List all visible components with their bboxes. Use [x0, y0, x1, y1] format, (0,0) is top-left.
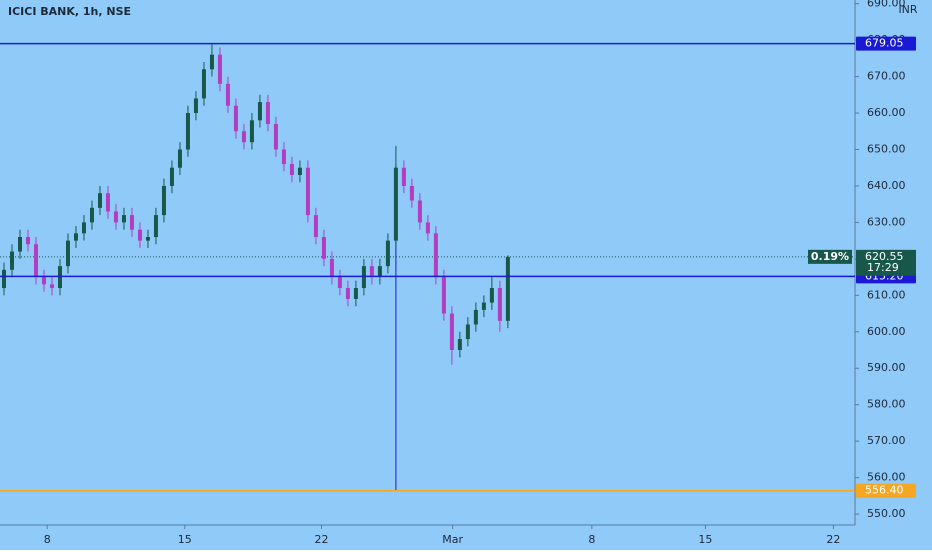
y-tick-label: 570.00	[867, 434, 906, 447]
candle-body	[89, 207, 94, 223]
candle-body	[225, 83, 230, 106]
candle-body	[481, 302, 486, 310]
candle-body	[25, 236, 30, 245]
candle-body	[505, 256, 510, 321]
candle-body	[401, 167, 406, 186]
level-label-box	[856, 36, 916, 51]
candle-body	[489, 288, 494, 303]
candle-body	[257, 102, 262, 121]
candle-body	[169, 167, 174, 186]
candle-body	[81, 222, 86, 234]
y-tick-label: 690.00	[867, 0, 906, 10]
candle-body	[457, 339, 462, 350]
candle-body	[265, 102, 270, 124]
last-price-label: 620.55	[865, 250, 904, 263]
candle-body	[433, 233, 438, 278]
y-tick-label: 590.00	[867, 361, 906, 374]
candle-body	[33, 244, 38, 278]
y-tick-label: 640.00	[867, 179, 906, 192]
x-tick-label: 22	[315, 533, 329, 546]
level-label: 679.05	[865, 37, 904, 50]
x-tick-label: 15	[698, 533, 712, 546]
x-tick-label: 8	[588, 533, 595, 546]
x-tick-label: 15	[178, 533, 192, 546]
y-tick-label: 600.00	[867, 325, 906, 338]
candle-body	[121, 215, 126, 223]
y-tick-label: 550.00	[867, 507, 906, 520]
candle-body	[41, 277, 46, 285]
candle-body	[393, 167, 398, 241]
candle-body	[177, 149, 182, 168]
y-tick-label: 660.00	[867, 106, 906, 119]
candle-body	[193, 98, 198, 114]
candle-body	[1, 269, 6, 289]
candle-body	[337, 277, 342, 289]
candle-body	[385, 240, 390, 267]
candle-body	[497, 288, 502, 321]
candle-body	[217, 54, 222, 84]
currency-label: INR	[898, 3, 917, 16]
candle-body	[161, 185, 166, 216]
level-label-box	[856, 483, 916, 498]
candle-body	[209, 54, 214, 70]
x-tick-label: Mar	[442, 533, 463, 546]
countdown-label: 17:29	[867, 261, 899, 274]
y-tick-label: 630.00	[867, 215, 906, 228]
change-box	[808, 249, 852, 264]
candle-body	[449, 313, 454, 350]
x-tick-label: 22	[826, 533, 840, 546]
candle-body	[289, 164, 294, 175]
candle-body	[321, 236, 326, 259]
y-tick-label: 670.00	[867, 70, 906, 83]
candle-body	[17, 236, 22, 252]
candle-body	[313, 215, 318, 237]
last-price-box	[856, 249, 916, 276]
candle-body	[465, 324, 470, 340]
candle-body	[425, 222, 430, 234]
candle-body	[49, 284, 54, 289]
candle-body	[241, 131, 246, 143]
candle-body	[345, 288, 350, 299]
candle-body	[377, 266, 382, 278]
candle-body	[233, 105, 238, 132]
candle-body	[305, 167, 310, 216]
candle-body	[113, 211, 118, 223]
level-label: 556.40	[865, 484, 904, 497]
candle-body	[129, 215, 134, 230]
candle-body	[369, 266, 374, 278]
candle-body	[441, 277, 446, 314]
candle-body	[145, 236, 150, 241]
y-tick-label: 580.00	[867, 398, 906, 411]
candle-body	[297, 167, 302, 175]
candle-body	[281, 149, 286, 165]
candle-body	[329, 258, 334, 278]
candle-body	[185, 113, 190, 150]
candle-body	[353, 288, 358, 299]
candle-body	[9, 251, 14, 270]
candle-body	[97, 193, 102, 208]
candle-body	[65, 240, 70, 267]
candle-body	[409, 185, 414, 201]
y-tick-label: 610.00	[867, 288, 906, 301]
candle-body	[417, 200, 422, 223]
candle-body	[249, 120, 254, 143]
y-tick-label: 650.00	[867, 142, 906, 155]
candle-body	[153, 215, 158, 237]
candle-body	[105, 193, 110, 212]
x-tick-label: 8	[44, 533, 51, 546]
candle-body	[473, 309, 478, 325]
change-label: 0.19%	[811, 250, 849, 263]
candle-body	[273, 123, 278, 150]
candle-body	[73, 233, 78, 241]
chart-title: ICICI BANK, 1h, NSE	[8, 5, 131, 18]
candle-body	[137, 229, 142, 241]
candle-body	[201, 69, 206, 99]
y-tick-label: 560.00	[867, 471, 906, 484]
